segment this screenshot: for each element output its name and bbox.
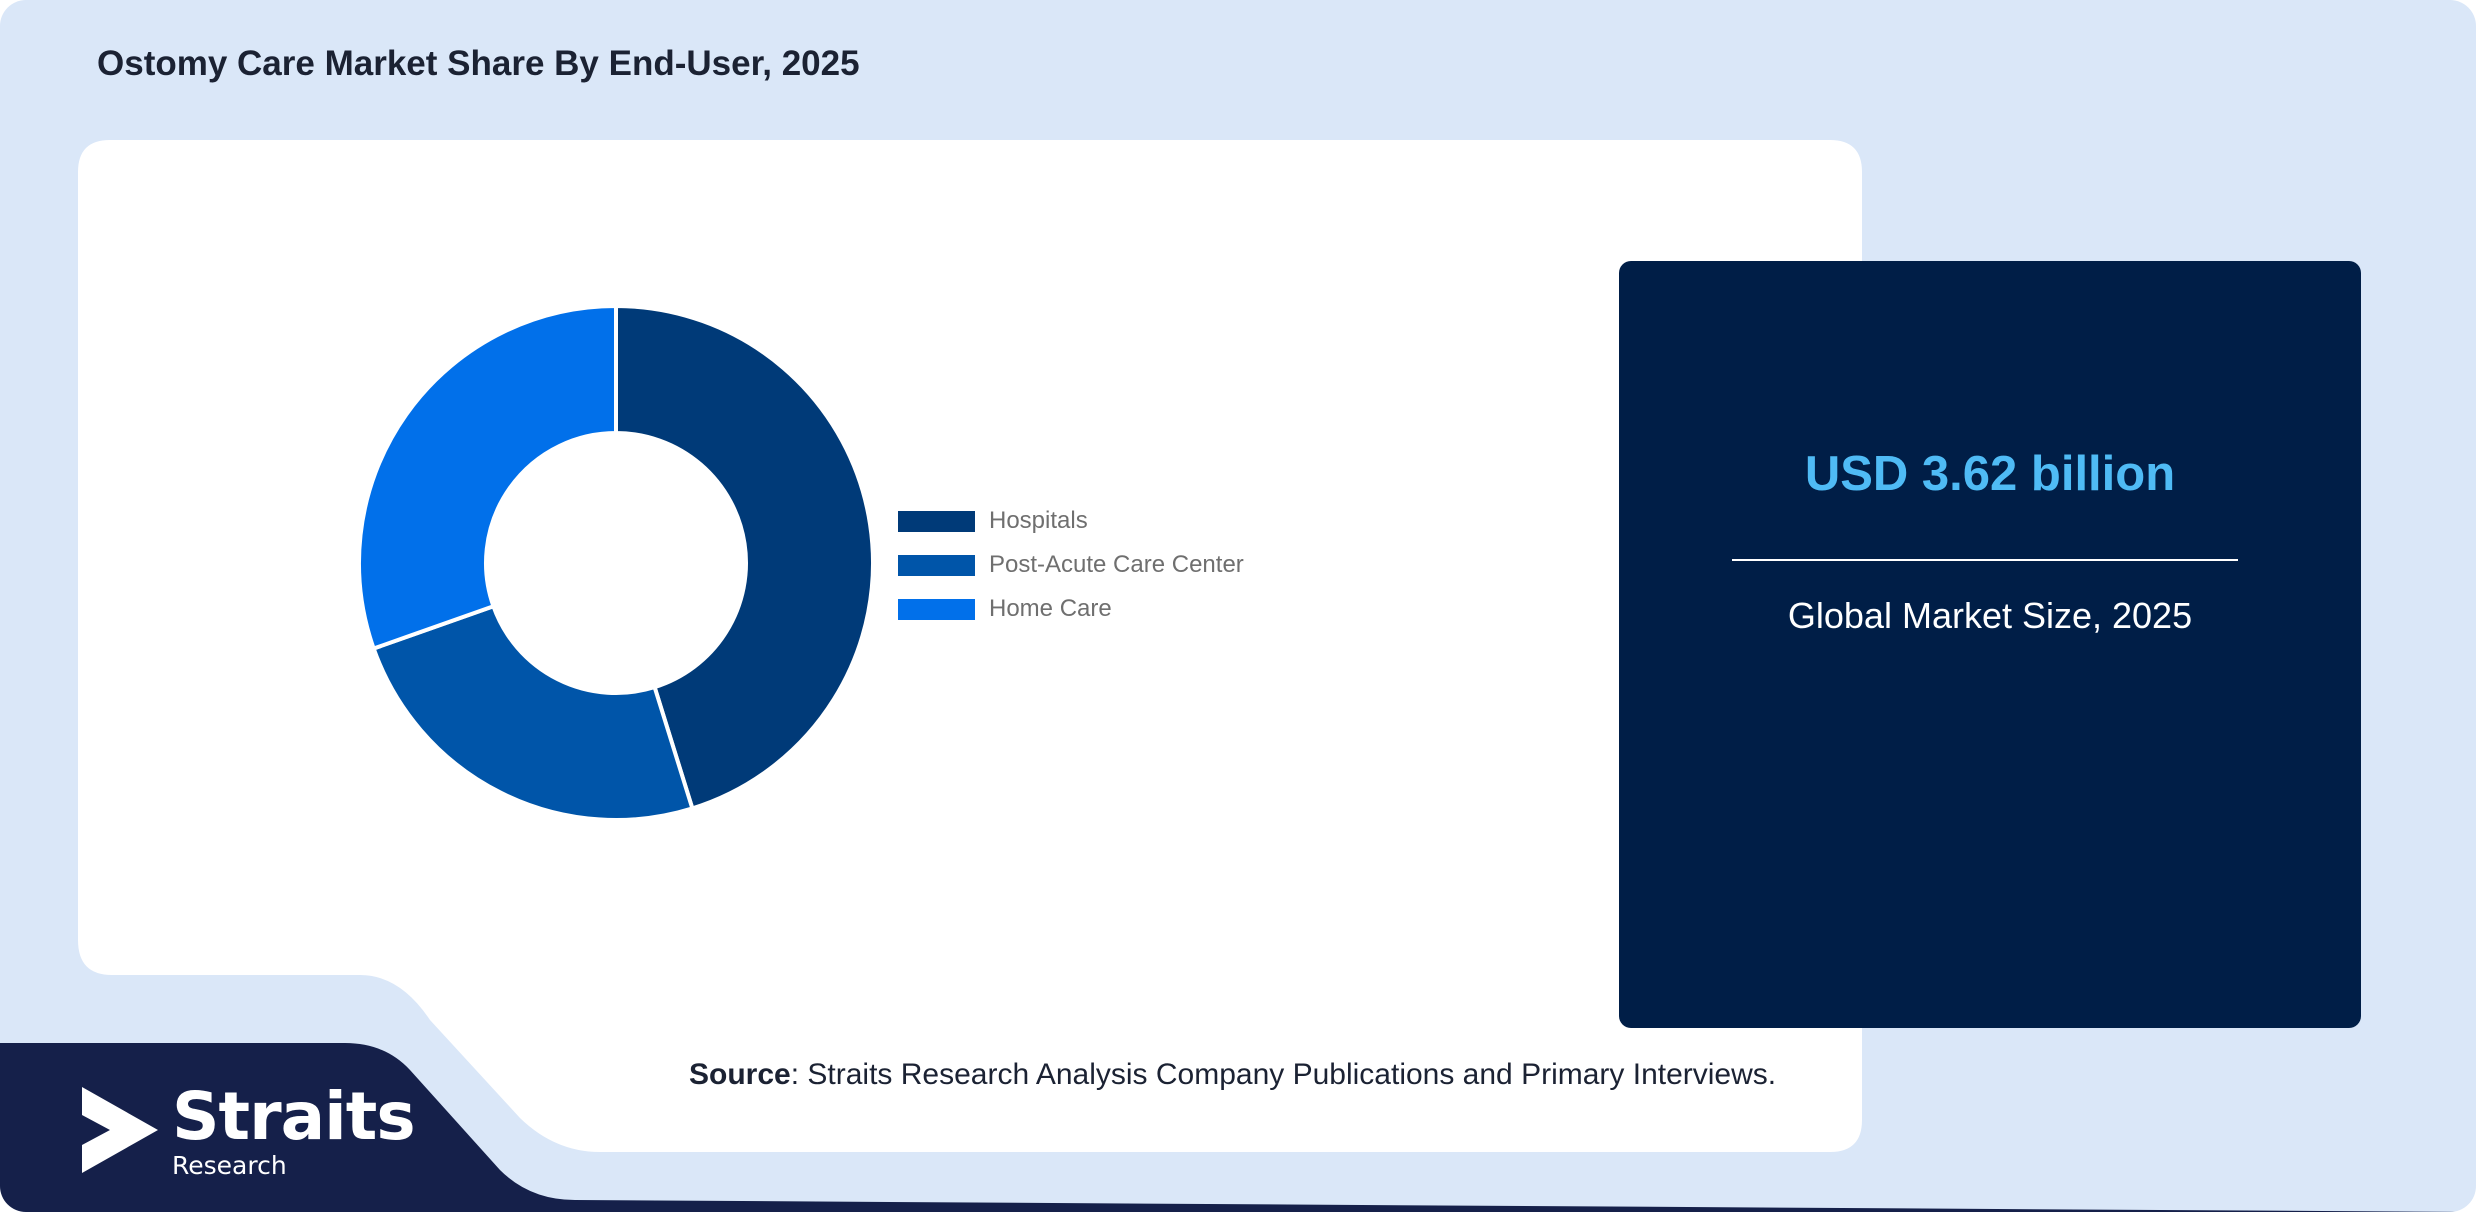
market-size-box: USD 3.62 billion Global Market Size, 202… xyxy=(1619,261,2361,1028)
brand-sub: Research xyxy=(172,1151,287,1180)
market-size-divider xyxy=(1732,559,2238,561)
legend-swatch xyxy=(898,510,975,532)
chart-legend: Hospitals Post-Acute Care Center Home Care xyxy=(898,499,1244,631)
source-note: Source: Straits Research Analysis Compan… xyxy=(689,1058,1776,1092)
legend-item-post-acute-care-center: Post-Acute Care Center xyxy=(898,543,1244,587)
legend-label: Post-Acute Care Center xyxy=(989,551,1244,578)
market-size-label: Global Market Size, 2025 xyxy=(1787,595,2193,636)
legend-label: Home Care xyxy=(989,595,1112,622)
source-text: : Straits Research Analysis Company Publ… xyxy=(790,1058,1777,1091)
straits-logo-icon xyxy=(82,1087,158,1173)
donut-slice-home-care xyxy=(357,303,618,652)
donut-chart xyxy=(357,303,875,822)
page-title: Ostomy Care Market Share By End-User, 20… xyxy=(97,44,860,83)
legend-swatch xyxy=(898,554,975,576)
donut-slice-hospitals xyxy=(614,303,875,811)
legend-item-hospitals: Hospitals xyxy=(898,499,1244,543)
legend-swatch xyxy=(898,598,975,620)
donut-slice-post-acute-care-center xyxy=(371,603,695,822)
market-size-value: USD 3.62 billion xyxy=(1804,447,2176,501)
footer-band xyxy=(0,1043,2476,1212)
brand-name: Straits xyxy=(172,1078,416,1155)
legend-item-home-care: Home Care xyxy=(898,587,1244,631)
brand-wordmark: Straits Research xyxy=(172,1078,416,1180)
source-prefix: Source xyxy=(689,1058,791,1091)
legend-label: Hospitals xyxy=(989,507,1088,534)
